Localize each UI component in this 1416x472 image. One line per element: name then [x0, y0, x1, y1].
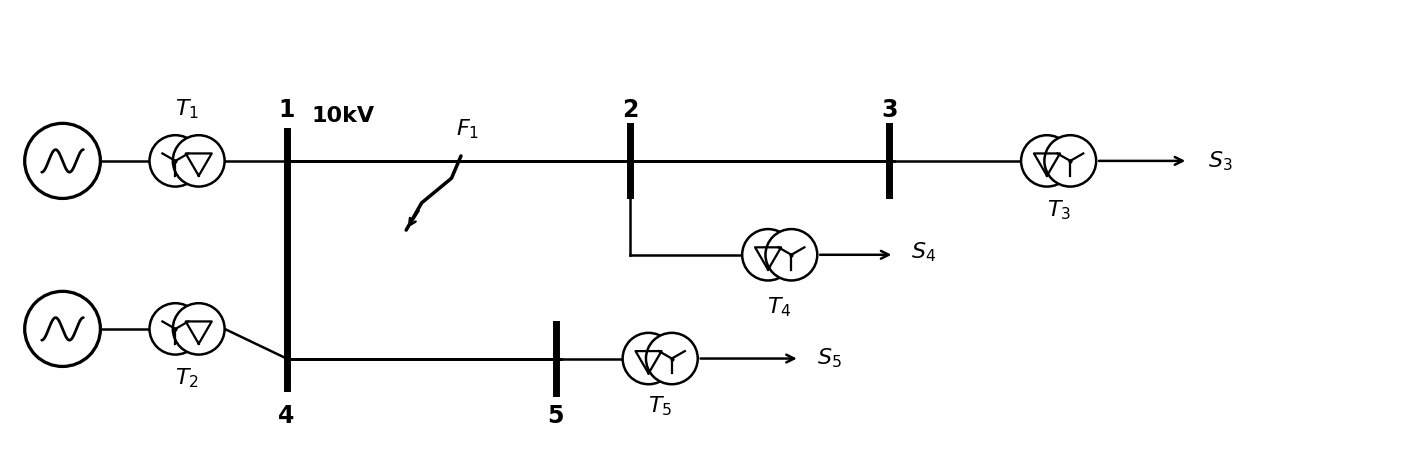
Circle shape [173, 135, 225, 186]
Circle shape [173, 303, 225, 354]
Text: 1: 1 [279, 98, 295, 121]
Circle shape [623, 333, 674, 384]
Text: $T_2$: $T_2$ [176, 366, 200, 390]
Circle shape [766, 229, 817, 280]
Circle shape [150, 303, 201, 354]
Circle shape [1021, 135, 1073, 186]
Circle shape [742, 229, 794, 280]
Circle shape [1045, 135, 1096, 186]
Circle shape [646, 333, 698, 384]
Text: $F_1$: $F_1$ [456, 118, 479, 141]
Text: $S_3$: $S_3$ [1208, 149, 1233, 173]
Text: $T_1$: $T_1$ [176, 98, 200, 121]
Text: $S_4$: $S_4$ [912, 240, 936, 263]
Circle shape [150, 135, 201, 186]
Text: 5: 5 [548, 404, 564, 428]
Text: 2: 2 [622, 98, 639, 121]
Text: 10kV: 10kV [312, 106, 375, 126]
Text: $T_3$: $T_3$ [1046, 199, 1070, 222]
Text: 3: 3 [881, 98, 898, 121]
Text: 4: 4 [279, 404, 295, 428]
Text: $S_5$: $S_5$ [817, 347, 841, 371]
Text: $T_4$: $T_4$ [767, 295, 792, 319]
Text: $T_5$: $T_5$ [649, 394, 673, 418]
